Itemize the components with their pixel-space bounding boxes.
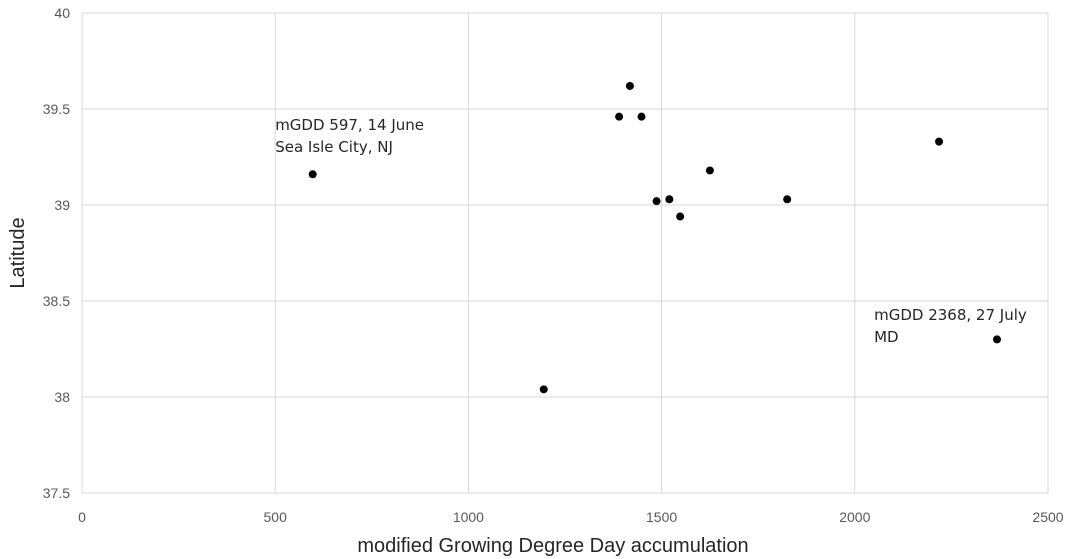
y-tick-label: 39.5 bbox=[43, 101, 70, 117]
y-tick-label: 38 bbox=[54, 389, 70, 405]
annotation: mGDD 2368, 27 July MD bbox=[874, 306, 1027, 346]
data-point bbox=[615, 112, 624, 121]
y-tick-label: 40 bbox=[54, 5, 70, 21]
y-axis-label: Latitude bbox=[7, 217, 29, 288]
data-point bbox=[665, 195, 674, 204]
x-tick-label: 500 bbox=[264, 509, 288, 525]
data-point bbox=[637, 112, 646, 121]
x-axis-label: modified Growing Degree Day accumulation bbox=[357, 535, 748, 557]
x-tick-label: 1500 bbox=[646, 509, 677, 525]
gridlines bbox=[81, 12, 1049, 494]
x-axis-ticks: 0 500 1000 1500 2000 2500 bbox=[78, 509, 1064, 525]
data-point bbox=[625, 81, 634, 90]
data-point bbox=[935, 137, 944, 146]
data-point bbox=[705, 166, 714, 175]
data-point bbox=[783, 195, 792, 204]
x-tick-label: 0 bbox=[78, 509, 86, 525]
y-axis-ticks: 37.5 38 38.5 39 39.5 40 bbox=[43, 5, 70, 501]
y-tick-label: 39 bbox=[54, 197, 70, 213]
y-tick-label: 37.5 bbox=[43, 485, 70, 501]
data-point bbox=[539, 385, 548, 394]
y-tick-label: 38.5 bbox=[43, 293, 70, 309]
data-points bbox=[308, 81, 1001, 394]
annotation: mGDD 597, 14 June Sea Isle City, NJ bbox=[275, 116, 424, 156]
data-point bbox=[676, 212, 685, 221]
x-tick-label: 2500 bbox=[1032, 509, 1063, 525]
data-point bbox=[308, 170, 317, 179]
x-tick-label: 1000 bbox=[453, 509, 484, 525]
data-point bbox=[652, 197, 661, 206]
data-point bbox=[992, 335, 1001, 344]
x-tick-label: 2000 bbox=[839, 509, 870, 525]
annotations: mGDD 597, 14 June Sea Isle City, NJ mGDD 2… bbox=[275, 116, 1027, 346]
